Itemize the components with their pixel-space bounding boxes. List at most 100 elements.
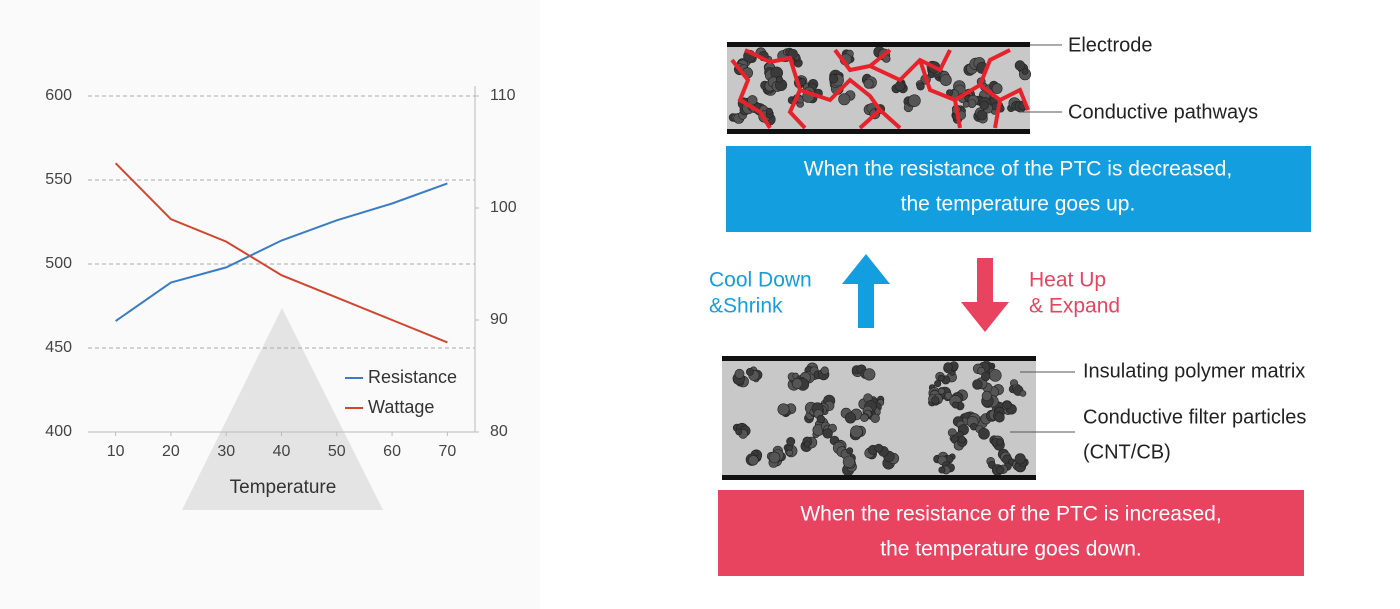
caption: the temperature goes up. xyxy=(901,193,1136,216)
y2-tick-label: 90 xyxy=(490,311,508,328)
x-tick-label: 30 xyxy=(217,443,235,460)
particle xyxy=(939,74,952,86)
particle xyxy=(931,396,940,405)
x-tick-label: 60 xyxy=(383,443,401,460)
particle xyxy=(828,74,839,84)
particle xyxy=(937,374,945,382)
particle xyxy=(850,425,863,439)
particle xyxy=(746,367,754,376)
diagram: Electrode Conductive pathways When the r… xyxy=(709,34,1311,576)
particle xyxy=(1021,68,1029,75)
particle xyxy=(822,428,833,439)
particle xyxy=(958,435,966,444)
label: (CNT/CB) xyxy=(1083,441,1171,463)
particle xyxy=(803,440,811,448)
electrode xyxy=(727,129,1030,134)
conductive-pathways xyxy=(730,48,1030,130)
series-line xyxy=(114,162,448,344)
triangle-decoration xyxy=(182,308,383,510)
particle xyxy=(1014,60,1026,71)
y2-tick-label: 110 xyxy=(490,87,516,104)
particle xyxy=(838,93,851,106)
particle xyxy=(916,82,925,91)
particle xyxy=(734,368,745,379)
particle xyxy=(1019,390,1027,397)
particle xyxy=(874,443,884,453)
particle xyxy=(863,78,874,89)
particle xyxy=(1003,400,1012,410)
particle xyxy=(786,436,796,446)
legend-label: Resistance xyxy=(368,367,457,387)
caption-box xyxy=(718,490,1304,576)
caption: When the resistance of the PTC is decrea… xyxy=(804,158,1232,181)
x-axis-title: Temperature xyxy=(230,477,337,498)
particle xyxy=(747,95,758,106)
y-tick-label: 550 xyxy=(45,171,72,188)
particle xyxy=(844,412,857,424)
x-tick-label: 20 xyxy=(162,443,180,460)
label: Conductive filter particles xyxy=(1083,406,1306,428)
particle xyxy=(816,414,826,424)
chart-background xyxy=(0,0,540,609)
particle xyxy=(820,366,829,375)
particle xyxy=(991,83,1003,94)
label: Insulating polymer matrix xyxy=(1083,360,1305,382)
particle xyxy=(943,362,953,372)
particle xyxy=(951,401,959,409)
particle xyxy=(996,465,1005,474)
particle xyxy=(944,391,953,400)
particle xyxy=(870,413,880,423)
x-tick-label: 50 xyxy=(328,443,346,460)
particle xyxy=(748,455,759,466)
particle xyxy=(988,369,1002,382)
particle xyxy=(842,455,856,468)
up-arrow xyxy=(842,254,890,328)
particle xyxy=(938,387,945,395)
particle xyxy=(996,438,1004,446)
particle xyxy=(735,428,743,436)
x-tick-label: 40 xyxy=(273,443,291,460)
particle xyxy=(994,412,1005,423)
particle xyxy=(908,94,921,107)
particle xyxy=(775,75,783,83)
caption-box xyxy=(726,146,1311,232)
electrode xyxy=(727,42,1030,47)
particle xyxy=(765,107,773,115)
label: Conductive pathways xyxy=(1068,101,1258,123)
label: & Expand xyxy=(1029,295,1120,318)
label: Cool Down xyxy=(709,269,812,292)
particle xyxy=(976,109,988,121)
particle xyxy=(860,413,869,422)
electrode xyxy=(722,475,1036,480)
y-tick-label: 400 xyxy=(45,423,72,440)
bottom-particles xyxy=(732,360,1029,476)
particle xyxy=(1014,453,1026,465)
label: Electrode xyxy=(1068,34,1153,56)
label: &Shrink xyxy=(709,295,783,318)
particle xyxy=(894,80,906,92)
particle xyxy=(979,100,989,110)
particle xyxy=(791,378,803,389)
particle xyxy=(934,380,942,388)
series-line xyxy=(115,182,448,322)
particle xyxy=(938,466,946,474)
particle xyxy=(863,368,876,381)
caption: the temperature goes down. xyxy=(880,538,1142,561)
electrode xyxy=(722,356,1036,361)
y2-tick-label: 80 xyxy=(490,423,508,440)
down-arrow xyxy=(961,258,1009,332)
particle xyxy=(962,101,970,108)
y-tick-label: 450 xyxy=(45,339,72,356)
label: Heat Up xyxy=(1029,269,1106,292)
x-tick-label: 10 xyxy=(107,443,125,460)
particle xyxy=(768,451,781,464)
particle xyxy=(777,403,790,416)
particle xyxy=(978,427,990,440)
y-tick-label: 500 xyxy=(45,255,72,272)
particle xyxy=(980,371,991,382)
y-tick-label: 600 xyxy=(45,87,72,104)
x-tick-label: 70 xyxy=(438,443,456,460)
legend-label: Wattage xyxy=(368,397,434,417)
chart: 400 450 500 550 600 80 90 100 110 10 20 30 40 50 60 70 T… xyxy=(45,86,517,498)
